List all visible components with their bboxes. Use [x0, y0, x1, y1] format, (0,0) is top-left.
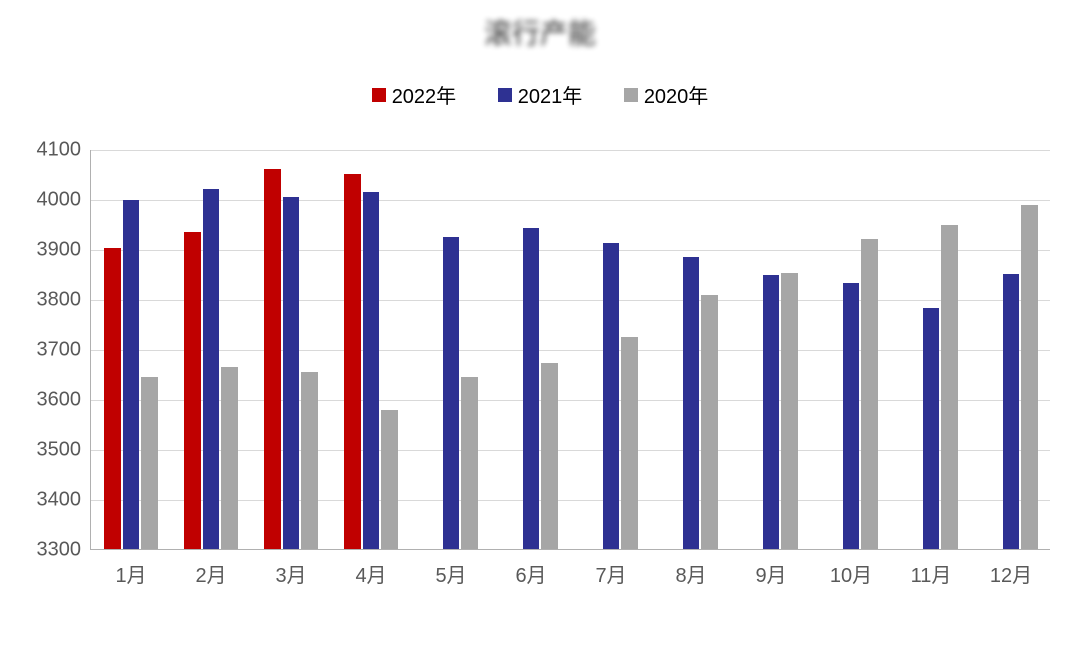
bar-s2022-4月 — [344, 174, 361, 549]
gridline — [91, 250, 1050, 251]
x-tick-label: 4月 — [355, 549, 386, 588]
bar-s2021-4月 — [363, 192, 380, 550]
bar-s2021-7月 — [603, 243, 620, 549]
bar-s2021-2月 — [203, 189, 220, 549]
y-tick-label: 3300 — [37, 539, 92, 562]
y-tick-label: 3500 — [37, 439, 92, 462]
x-tick-label: 6月 — [515, 549, 546, 588]
legend-item-2021: 2021年 — [498, 80, 583, 109]
y-tick-label: 4100 — [37, 139, 92, 162]
bar-s2021-8月 — [683, 257, 700, 550]
x-tick-label: 1月 — [115, 549, 146, 588]
bar-s2020-11月 — [941, 225, 958, 549]
chart-title: 滚行产能 — [0, 12, 1080, 52]
legend-item-2020: 2020年 — [624, 80, 709, 109]
bar-s2020-2月 — [221, 367, 238, 550]
bar-s2021-10月 — [843, 283, 860, 549]
bar-s2021-9月 — [763, 275, 780, 549]
x-tick-label: 8月 — [675, 549, 706, 588]
bar-s2022-1月 — [104, 248, 121, 549]
bar-s2020-9月 — [781, 273, 798, 549]
bar-s2022-2月 — [184, 232, 201, 550]
bar-s2020-12月 — [1021, 205, 1038, 549]
bar-s2021-6月 — [523, 228, 540, 549]
y-tick-label: 3700 — [37, 339, 92, 362]
legend: 2022年 2021年 2020年 — [0, 80, 1080, 109]
y-tick-label: 4000 — [37, 189, 92, 212]
y-tick-label: 3400 — [37, 489, 92, 512]
bar-s2020-10月 — [861, 239, 878, 549]
legend-label-2021: 2021年 — [518, 80, 583, 109]
bar-s2020-7月 — [621, 337, 638, 550]
bar-s2020-4月 — [381, 410, 398, 549]
legend-swatch-2021 — [498, 88, 512, 102]
bar-s2022-3月 — [264, 169, 281, 549]
x-tick-label: 9月 — [755, 549, 786, 588]
bar-s2020-5月 — [461, 377, 478, 550]
y-tick-label: 3800 — [37, 289, 92, 312]
gridline — [91, 200, 1050, 201]
gridline — [91, 150, 1050, 151]
bar-s2021-11月 — [923, 308, 940, 549]
bar-s2021-5月 — [443, 237, 460, 550]
bar-s2021-1月 — [123, 200, 140, 549]
legend-item-2022: 2022年 — [372, 80, 457, 109]
legend-swatch-2022 — [372, 88, 386, 102]
gridline — [91, 300, 1050, 301]
y-tick-label: 3600 — [37, 389, 92, 412]
x-tick-label: 7月 — [595, 549, 626, 588]
x-tick-label: 12月 — [990, 549, 1032, 588]
bar-s2020-8月 — [701, 295, 718, 549]
legend-swatch-2020 — [624, 88, 638, 102]
gridline — [91, 350, 1050, 351]
legend-label-2022: 2022年 — [392, 80, 457, 109]
bar-s2021-12月 — [1003, 274, 1020, 549]
y-tick-label: 3900 — [37, 239, 92, 262]
x-tick-label: 10月 — [830, 549, 872, 588]
chart-container: 滚行产能 2022年 2021年 2020年 33003400350036003… — [0, 0, 1080, 648]
x-tick-label: 2月 — [195, 549, 226, 588]
x-tick-label: 5月 — [435, 549, 466, 588]
x-tick-label: 3月 — [275, 549, 306, 588]
legend-label-2020: 2020年 — [644, 80, 709, 109]
bar-s2020-3月 — [301, 372, 318, 550]
plot-area: 3300340035003600370038003900400041001月2月… — [90, 150, 1050, 550]
bar-s2020-6月 — [541, 363, 558, 549]
bar-s2021-3月 — [283, 197, 300, 550]
x-tick-label: 11月 — [911, 549, 952, 588]
bar-s2020-1月 — [141, 377, 158, 550]
